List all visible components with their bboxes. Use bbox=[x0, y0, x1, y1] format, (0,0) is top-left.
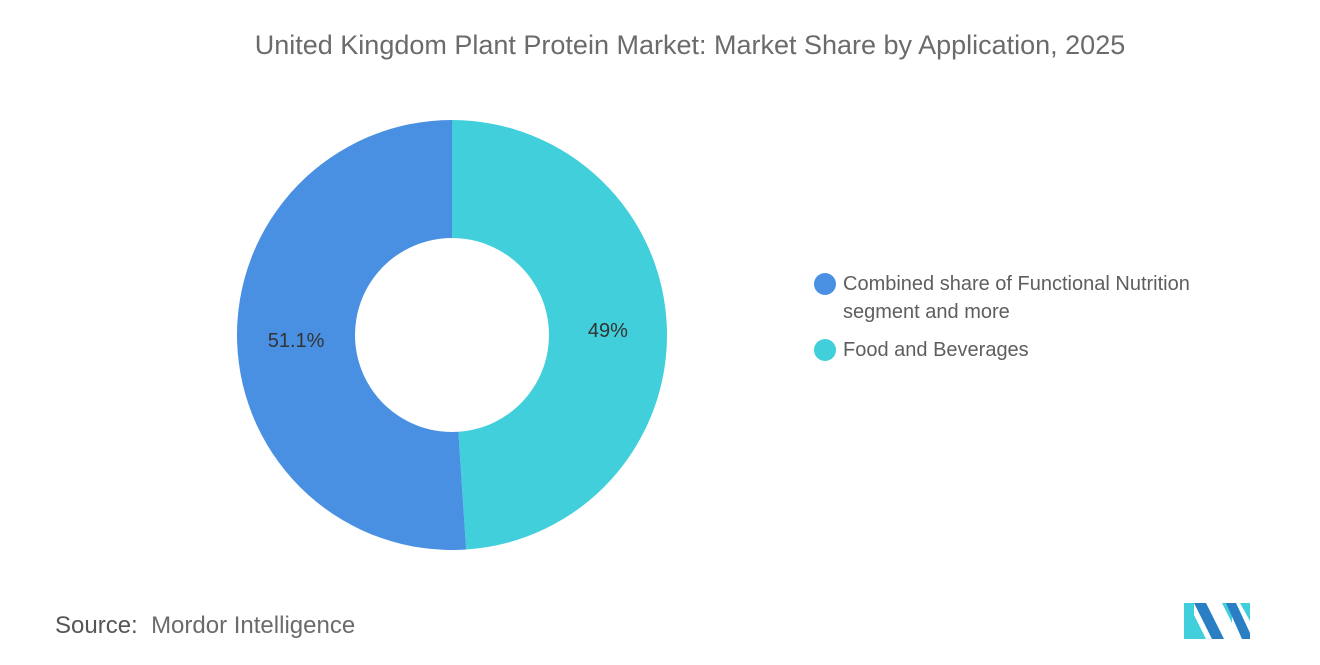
legend-swatch bbox=[814, 339, 836, 361]
legend-label: Food and Beverages bbox=[843, 339, 1029, 361]
legend-item: Combined share of Functional Nutrition s… bbox=[814, 270, 1254, 326]
legend-item: Food and Beverages bbox=[814, 336, 1254, 364]
legend-label: Combined share of Functional Nutrition s… bbox=[843, 273, 1190, 323]
data-label: 49% bbox=[588, 320, 628, 342]
data-label: 51.1% bbox=[268, 330, 325, 352]
legend-swatch bbox=[814, 273, 836, 295]
mordor-logo-icon bbox=[1184, 603, 1250, 639]
donut-slice bbox=[452, 120, 667, 550]
source-value: Mordor Intelligence bbox=[151, 612, 356, 639]
source-note: Source: Mordor Intelligence bbox=[55, 612, 355, 640]
chart-title: United Kingdom Plant Protein Market: Mar… bbox=[254, 30, 1126, 60]
donut-slice bbox=[236, 120, 467, 551]
legend: Combined share of Functional Nutrition s… bbox=[814, 270, 1254, 374]
source-label: Source: bbox=[55, 612, 138, 639]
